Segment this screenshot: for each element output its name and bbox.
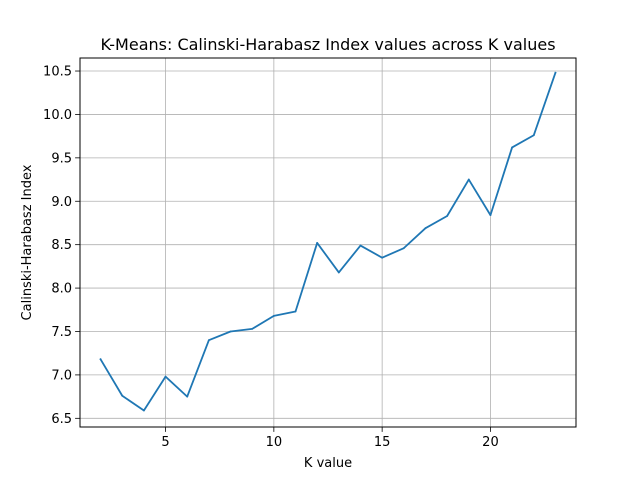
y-tick-label: 7.5 — [51, 325, 72, 340]
x-tick-label: 15 — [374, 435, 391, 450]
data-point — [554, 71, 557, 74]
y-tick-label: 10.5 — [43, 65, 72, 80]
data-point — [229, 330, 232, 333]
data-point — [99, 358, 102, 361]
y-tick-label: 8.0 — [51, 282, 72, 297]
data-point — [164, 375, 167, 378]
data-point — [446, 215, 449, 217]
x-tick-label: 5 — [161, 435, 169, 450]
x-tick-label: 20 — [482, 435, 499, 450]
data-point — [272, 314, 275, 317]
data-point — [251, 327, 254, 330]
x-axis-label: K value — [304, 456, 352, 471]
x-tick-label: 10 — [266, 435, 283, 450]
grid — [80, 58, 576, 427]
y-tick-label: 10.0 — [43, 108, 72, 123]
data-point — [294, 310, 297, 313]
data-point — [511, 146, 514, 149]
y-tick-label: 9.0 — [51, 195, 72, 210]
series-line — [99, 71, 557, 412]
y-tick-label: 6.5 — [51, 412, 72, 427]
data-point — [121, 394, 124, 397]
data-point — [424, 227, 427, 230]
data-point — [381, 256, 384, 259]
y-tick-label: 8.5 — [51, 238, 72, 253]
y-axis-label: Calinski-Harabasz Index — [20, 164, 35, 320]
plot-lines — [99, 71, 557, 412]
ticks: 5 10 15 20 6.5 7.0 7.5 8.0 8.5 9.0 9.5 10.0 10.5 — [43, 65, 499, 450]
y-tick-label: 9.5 — [51, 151, 72, 166]
data-point — [186, 395, 189, 398]
data-point — [467, 178, 470, 181]
y-tick-label: 7.0 — [51, 368, 72, 383]
data-point — [316, 242, 319, 244]
data-point — [337, 271, 340, 274]
data-point — [142, 409, 145, 412]
data-point — [402, 247, 405, 250]
data-point — [359, 244, 362, 247]
data-point — [489, 214, 492, 217]
data-point — [207, 339, 210, 342]
chart-title: K-Means: Calinski-Harabasz Index values … — [100, 35, 555, 54]
data-point — [532, 134, 535, 137]
plot-frame — [79, 57, 577, 428]
